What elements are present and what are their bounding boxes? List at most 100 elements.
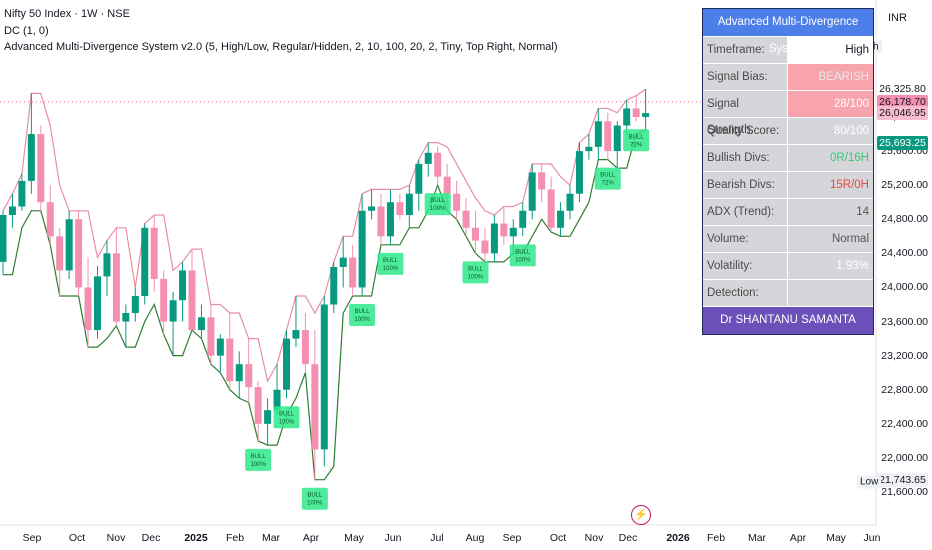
panel-title: Advanced Multi-Divergence System — [703, 9, 873, 55]
signal-box — [273, 406, 300, 429]
panel-row: Volume: Normal — [703, 225, 873, 252]
x-tick-label: 2026 — [666, 532, 690, 544]
panel-row-label: ADX (Trend): — [703, 199, 788, 225]
signal-label: BULL — [468, 266, 484, 272]
signal-box — [509, 244, 536, 267]
symbol-title[interactable]: Nifty 50 Index · 1W · NSE — [4, 8, 130, 20]
price-label: 25,693.25 — [877, 136, 928, 151]
dc-lower-line — [3, 129, 646, 481]
x-tick-label: Oct — [549, 532, 567, 544]
candle-body — [264, 410, 272, 424]
candle-body — [235, 364, 243, 382]
candle-body — [131, 295, 139, 314]
panel-row-label: Detection: — [703, 280, 788, 306]
x-tick-label: Feb — [706, 532, 726, 544]
y-tick-label: 22,400.00 — [881, 417, 928, 430]
indicator-amds-label[interactable]: Advanced Multi-Divergence System v2.0 (5… — [4, 41, 558, 53]
candle-body — [415, 163, 423, 194]
signal-strength: 72% — [630, 142, 643, 148]
x-tick-label: Mar — [747, 532, 767, 544]
y-tick-label: 23,600.00 — [881, 315, 928, 328]
candle-body — [396, 202, 404, 216]
candle-body — [481, 240, 489, 254]
price-label: 26,325.80 — [877, 82, 928, 97]
signal-box — [623, 129, 650, 152]
y-tick-label: 23,200.00 — [881, 349, 928, 362]
candle-body — [283, 338, 290, 390]
candle-body — [368, 206, 376, 211]
candle-body — [75, 219, 83, 288]
panel-row: Signal Bias: BEARISH — [703, 63, 873, 90]
candle-body — [566, 193, 574, 211]
signal-strength: 100% — [430, 206, 446, 212]
price-label: 26,046.95 — [877, 105, 928, 120]
signal-strength: 72% — [602, 181, 615, 187]
candle-body — [462, 210, 470, 228]
candle-body — [311, 364, 319, 450]
x-tick-label: Mar — [261, 532, 281, 544]
panel-row: Quality Score: 80/100 — [703, 117, 873, 144]
candle-body — [112, 253, 120, 322]
candle-body — [273, 389, 281, 411]
candle-body — [594, 121, 602, 147]
x-tick-label: Dec — [618, 532, 638, 544]
candle-body — [150, 227, 158, 279]
signal-box — [301, 487, 328, 510]
panel-row-label: Timeframe: — [703, 37, 788, 63]
signal-label: BULL — [515, 249, 531, 255]
panel-row: ADX (Trend): 14 — [703, 198, 873, 225]
x-tick-label: Nov — [106, 532, 126, 544]
candle-body — [160, 278, 168, 322]
candle-body — [538, 172, 546, 190]
signal-label: BULL — [251, 454, 267, 460]
y-tick-label: 24,800.00 — [881, 213, 928, 226]
signal-strength: 100% — [307, 501, 323, 507]
candle-body — [557, 210, 565, 228]
candle-body — [509, 227, 517, 237]
candle-body — [434, 152, 442, 177]
panel-row-value: 15R/0H — [788, 172, 873, 198]
candle-body — [0, 215, 7, 262]
signal-label: BULL — [383, 258, 399, 264]
candle-body — [103, 253, 111, 277]
x-tick-label: Jul — [430, 532, 444, 544]
panel-row: Bearish Divs: 15R/0H — [703, 171, 873, 198]
candle-body — [547, 189, 555, 228]
flash-icon[interactable]: ⚡ — [631, 505, 651, 525]
signal-strength: 100% — [468, 274, 484, 280]
candle-body — [37, 134, 45, 203]
y-tick-label: 25,200.00 — [881, 179, 928, 192]
candle-body — [94, 276, 101, 331]
candle-body — [292, 330, 300, 339]
panel-row-label: Volatility: — [703, 253, 788, 279]
x-tick-label: Sep — [502, 532, 522, 544]
x-tick-label: Aug — [465, 532, 485, 544]
panel-row-value: BEARISH — [788, 64, 873, 90]
y-tick-label: 21,600.00 — [881, 486, 928, 498]
indicator-dc-label[interactable]: DC (1, 0) — [4, 25, 49, 37]
panel-row: Detection: — [703, 279, 873, 306]
candle-body — [27, 134, 35, 181]
candle-body — [18, 180, 26, 207]
candle-body — [453, 193, 461, 211]
signal-box — [424, 193, 451, 216]
x-tick-label: Dec — [141, 532, 161, 544]
candle-body — [245, 364, 253, 388]
y-tick-label: 22,000.00 — [881, 451, 928, 464]
panel-row: Bullish Divs: 0R/16H — [703, 144, 873, 171]
candle-body — [8, 206, 16, 216]
panel-row-value: 80/100 — [788, 118, 873, 144]
candle-body — [197, 317, 205, 331]
candle-body — [490, 223, 498, 254]
signal-box — [349, 303, 376, 326]
candle-body — [575, 151, 583, 194]
panel-row-label: Signal Strength: — [703, 91, 788, 136]
candle-body — [84, 287, 92, 331]
y-tick-label: 24,400.00 — [881, 247, 928, 260]
price-label: 21,743.65 — [877, 472, 928, 487]
y-tick-label: 24,000.00 — [881, 281, 928, 294]
candle-body — [207, 317, 215, 356]
signal-box — [594, 167, 621, 190]
signal-label: BULL — [600, 173, 616, 179]
